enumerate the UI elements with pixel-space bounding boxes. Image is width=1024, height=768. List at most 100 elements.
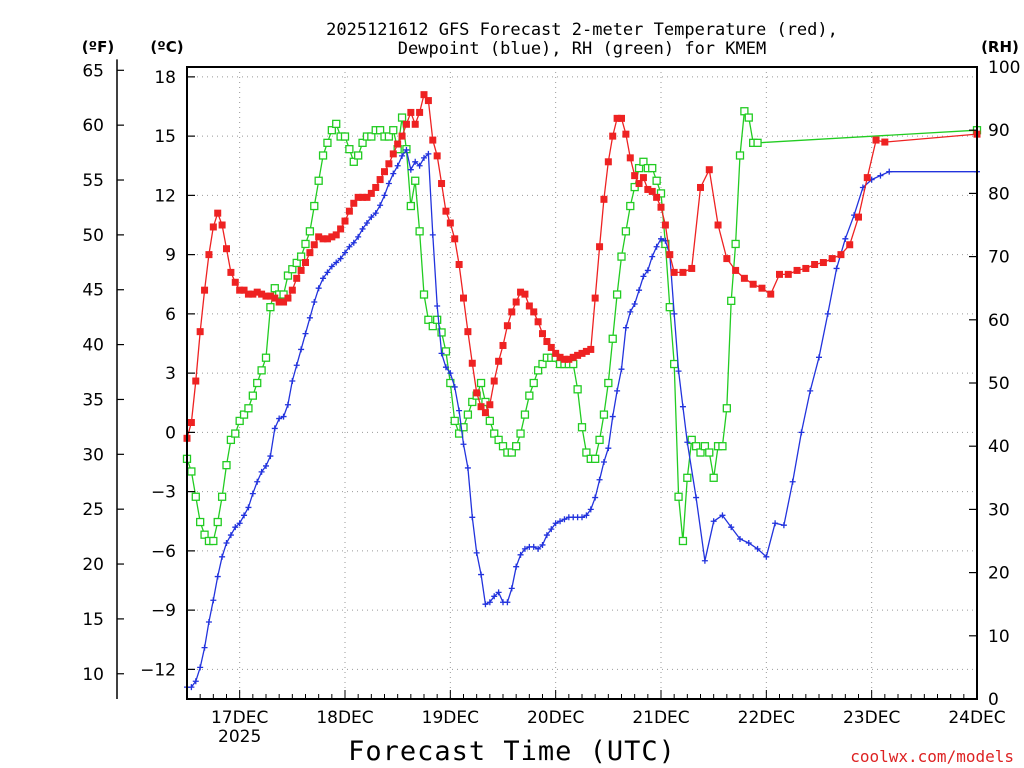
rh-point [345, 145, 354, 154]
temperature-point [451, 235, 459, 243]
temperature-point [385, 160, 393, 168]
temperature-point [639, 174, 647, 182]
rh-point [468, 397, 477, 407]
time-tick-label: 18DEC [316, 708, 373, 728]
dewpoint-point [530, 543, 537, 550]
dewpoint-point [710, 518, 717, 525]
dewpoint-point [434, 302, 441, 309]
rh-point [235, 416, 244, 426]
dewpoint-point [579, 514, 585, 521]
celsius-unit-label: (ºC) [150, 38, 183, 56]
temperature-point [758, 284, 766, 292]
temperature-point [819, 259, 827, 267]
dewpoint-point [754, 545, 761, 552]
rh-point [700, 442, 710, 451]
temperature-point [420, 91, 428, 99]
dewpoint-point [780, 522, 787, 529]
temperature-point [732, 266, 740, 274]
dewpoint-point [451, 383, 458, 390]
celsius-tick-label: −6 [151, 542, 176, 562]
rh-tick-label: 50 [988, 374, 1010, 394]
rh-point [244, 404, 253, 413]
temperature-point [556, 353, 564, 361]
temperature-point [495, 357, 503, 365]
temperature-point [214, 209, 222, 217]
temperature-point [455, 261, 463, 268]
rh-point [424, 315, 433, 324]
temperature-point [574, 351, 582, 359]
dewpoint-point [311, 299, 318, 306]
rh-point [283, 271, 293, 280]
temperature-point [244, 290, 252, 298]
temperature-point [464, 328, 472, 336]
rh-point [226, 435, 236, 445]
temperature-point [367, 189, 375, 197]
rh-point [296, 252, 306, 261]
rh-tick-label: 60 [988, 311, 1010, 331]
rh-point [419, 290, 429, 299]
series-rh-line [186, 109, 978, 542]
dewpoint-point [407, 166, 414, 173]
temperature-point [776, 270, 783, 278]
rh-point [617, 252, 626, 261]
temperature-point [231, 278, 239, 286]
dewpoint-point [429, 231, 436, 238]
temperature-point [288, 286, 296, 294]
rh-point [327, 126, 336, 135]
dewpoint-point [763, 553, 770, 560]
temperature-point [446, 219, 454, 227]
temperature-point [407, 108, 415, 116]
temperature-point [863, 174, 871, 182]
fahrenheit-tick-label: 65 [82, 61, 104, 81]
temperature-point [644, 185, 652, 193]
dewpoint-point [254, 478, 261, 485]
dewpoint-point [745, 539, 752, 546]
rh-point [490, 429, 499, 438]
temperature-point [323, 235, 331, 243]
rh-point [222, 461, 231, 470]
dewpoint-point [442, 364, 449, 371]
temperature-point [596, 243, 604, 251]
temperature-point [328, 233, 336, 241]
rh-point [257, 366, 266, 375]
temperature-point [784, 270, 792, 278]
temperature-point [837, 251, 845, 259]
rh-unit-label: (RH) [981, 38, 1019, 56]
rh-tick-label: 80 [988, 184, 1010, 204]
rh-point [507, 448, 516, 457]
temperature-point [236, 286, 244, 294]
temperature-point [578, 349, 586, 357]
series-layer [182, 91, 982, 691]
temperature-point [460, 294, 467, 302]
rh-point [678, 536, 688, 546]
rh-point [498, 442, 508, 451]
rh-point [349, 157, 358, 166]
temperature-point [648, 187, 656, 195]
temperature-point [767, 290, 775, 298]
dewpoint-point [587, 506, 594, 513]
celsius-tick-label: 3 [165, 364, 176, 384]
rh-point [582, 448, 591, 457]
dewpoint-point [289, 378, 296, 385]
rh-point [314, 176, 323, 185]
plot-frame [186, 66, 978, 700]
rh-point [683, 473, 692, 482]
temperature-point [793, 266, 801, 274]
rh-point [656, 189, 666, 198]
temperature-point [499, 341, 507, 349]
rh-point [621, 227, 631, 236]
dewpoint-point [772, 520, 779, 527]
rh-point [735, 151, 745, 160]
temperature-point [604, 158, 612, 166]
dewpoint-point [249, 490, 256, 497]
temperature-point [714, 221, 722, 229]
dewpoint-point [600, 459, 607, 465]
rh-point [441, 347, 451, 356]
series-dewpoint [184, 146, 980, 691]
temperature-point [626, 154, 634, 162]
rh-point [494, 435, 503, 445]
dewpoint-point [333, 259, 340, 266]
dewpoint-point [328, 263, 335, 270]
dewpoint-point [675, 368, 682, 375]
